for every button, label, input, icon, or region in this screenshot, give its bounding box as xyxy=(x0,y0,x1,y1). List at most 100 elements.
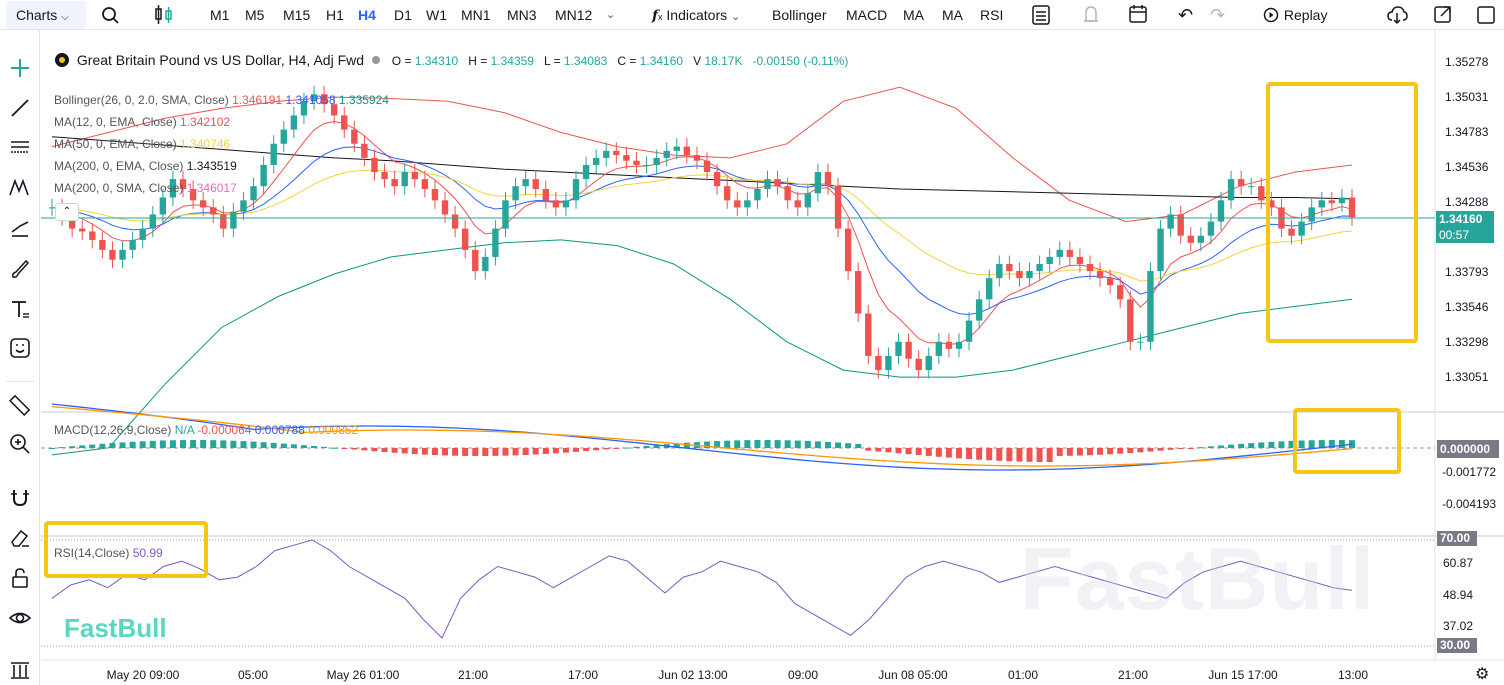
macd-histogram-bar xyxy=(935,448,942,457)
quick-indicator-macd[interactable]: MACD xyxy=(846,7,888,23)
template-icon[interactable] xyxy=(1030,0,1052,30)
macd-histogram-bar xyxy=(129,441,136,448)
ruler-icon[interactable] xyxy=(8,393,32,417)
candle-body xyxy=(99,239,106,250)
candle-body xyxy=(764,179,771,190)
macd-histogram-bar xyxy=(1338,440,1345,448)
undo-icon[interactable]: ↶ xyxy=(1178,5,1194,25)
chevron-down-icon[interactable]: ⌄ xyxy=(606,9,616,21)
collapse-legend-button[interactable]: ⌃ xyxy=(55,203,79,221)
lock-icon[interactable] xyxy=(8,566,32,590)
calendar-icon[interactable] xyxy=(1127,0,1151,30)
pattern-icon[interactable] xyxy=(8,175,32,199)
macd-histogram-bar xyxy=(431,448,438,456)
macd-legend[interactable]: MACD(12,26,9,Close) N/A -0.000064 0.0007… xyxy=(54,423,358,437)
macd-label: MACD(12,26,9,Close) xyxy=(54,423,172,437)
macd-histogram-bar xyxy=(49,448,55,449)
ma1-legend[interactable]: MA(12, 0, EMA, Close) 1.342102 xyxy=(54,115,230,129)
volume-label: V xyxy=(693,54,702,68)
charts-menu-button[interactable]: Charts ⌵ xyxy=(6,1,86,29)
candle-body xyxy=(844,228,852,272)
zoom-in-icon[interactable] xyxy=(8,432,32,456)
cloud-download-icon[interactable] xyxy=(1385,0,1409,30)
macd-histogram-bar xyxy=(865,448,872,451)
candle-body xyxy=(1086,263,1094,272)
rsi-legend[interactable]: RSI(14,Close) 50.99 xyxy=(54,546,163,560)
candle-body xyxy=(411,172,418,180)
macd-histogram-bar xyxy=(966,448,973,460)
macd-histogram-bar xyxy=(986,448,993,461)
candle-body xyxy=(713,172,721,187)
candle-body xyxy=(502,200,509,229)
timeframe-mn3[interactable]: MN3 xyxy=(507,7,537,23)
macd-histogram-bar xyxy=(159,440,166,448)
bollinger-legend[interactable]: Bollinger(26, 0, 2.0, SMA, Close) 1.3461… xyxy=(54,93,389,107)
candle-body xyxy=(986,278,993,300)
candle-body xyxy=(1177,214,1184,236)
function-icon: f xyxy=(652,8,659,24)
candle-body xyxy=(512,186,519,201)
macd-hist-value: -0.000064 xyxy=(197,423,252,437)
macd-histogram-bar xyxy=(1006,448,1013,462)
timeframe-mn12[interactable]: MN12 xyxy=(555,7,593,23)
crosshair-icon[interactable] xyxy=(8,56,32,80)
quick-indicator-rsi[interactable]: RSI xyxy=(980,7,1004,23)
redo-icon[interactable]: ↷ xyxy=(1210,5,1226,25)
macd-histogram-bar xyxy=(119,442,126,448)
candle-body xyxy=(1348,197,1356,218)
emoji-icon[interactable] xyxy=(8,336,32,360)
replay-button[interactable]: Replay xyxy=(1262,0,1327,30)
candle-body xyxy=(1237,179,1245,187)
timeframe-h1[interactable]: H1 xyxy=(326,7,344,23)
timeframe-m1[interactable]: M1 xyxy=(210,7,230,23)
timeframe-h4[interactable]: H4 xyxy=(358,7,376,23)
eye-icon[interactable] xyxy=(8,606,32,630)
volume-value: 18.17K xyxy=(704,54,743,68)
candle-body xyxy=(582,164,590,180)
macd-histogram-bar xyxy=(774,440,781,448)
timeframe-w1[interactable]: W1 xyxy=(426,7,447,23)
text-icon[interactable] xyxy=(8,297,32,321)
fullscreen-icon[interactable] xyxy=(1476,0,1496,30)
quick-indicator-ma[interactable]: MA xyxy=(903,7,924,23)
current-price-value: 1.34160 xyxy=(1439,212,1483,226)
ma2-label: MA(50, 0, EMA, Close) xyxy=(54,137,177,151)
close-value: 1.34160 xyxy=(639,54,684,68)
projection-icon[interactable] xyxy=(8,216,32,240)
horizontal-lines-icon[interactable] xyxy=(8,135,32,159)
price-axis-label: 1.35278 xyxy=(1445,55,1489,69)
macd-histogram-bar xyxy=(976,448,983,460)
quick-indicator-bollinger[interactable]: Bollinger xyxy=(772,7,827,23)
share-icon[interactable] xyxy=(1432,0,1454,30)
quick-indicator-ma-2[interactable]: MA xyxy=(942,7,963,23)
magnet-icon[interactable] xyxy=(8,486,32,510)
candle-body xyxy=(603,150,610,158)
bollinger-lower-value: 1.335924 xyxy=(338,93,389,107)
timeframe-d1[interactable]: D1 xyxy=(394,7,412,23)
candle-body xyxy=(280,129,287,144)
timeframe-m5[interactable]: M5 xyxy=(245,7,265,23)
search-icon[interactable] xyxy=(100,0,120,30)
delete-icon[interactable] xyxy=(8,657,32,681)
ma3-legend[interactable]: MA(200, 0, EMA, Close) 1.343519 xyxy=(54,159,237,173)
trend-line-icon[interactable] xyxy=(8,96,32,120)
candle-body xyxy=(401,172,408,187)
ma2-legend[interactable]: MA(50, 0, EMA, Close) 1.340746 xyxy=(54,137,230,151)
candle-body xyxy=(895,341,902,356)
eraser-icon[interactable] xyxy=(8,526,32,550)
settings-gear-icon[interactable]: ⚙ xyxy=(1475,666,1490,683)
alert-icon[interactable] xyxy=(1080,0,1102,30)
macd-axis-label: -0.001772 xyxy=(1442,465,1497,479)
macd-histogram-bar xyxy=(1066,448,1073,456)
macd-histogram-bar xyxy=(452,448,459,456)
timeframe-m15[interactable]: M15 xyxy=(283,7,311,23)
macd-histogram-bar xyxy=(149,440,156,448)
brush-icon[interactable] xyxy=(8,257,32,281)
candle-body xyxy=(1147,271,1154,342)
timeframe-mn1[interactable]: MN1 xyxy=(461,7,491,23)
macd-histogram-bar xyxy=(421,448,428,455)
candlestick-type-icon[interactable] xyxy=(153,0,175,30)
indicators-button[interactable]: fx Indicators ⌄ xyxy=(652,7,741,24)
ma4-legend[interactable]: MA(200, 0, SMA, Close) 1.346017 xyxy=(54,181,237,195)
